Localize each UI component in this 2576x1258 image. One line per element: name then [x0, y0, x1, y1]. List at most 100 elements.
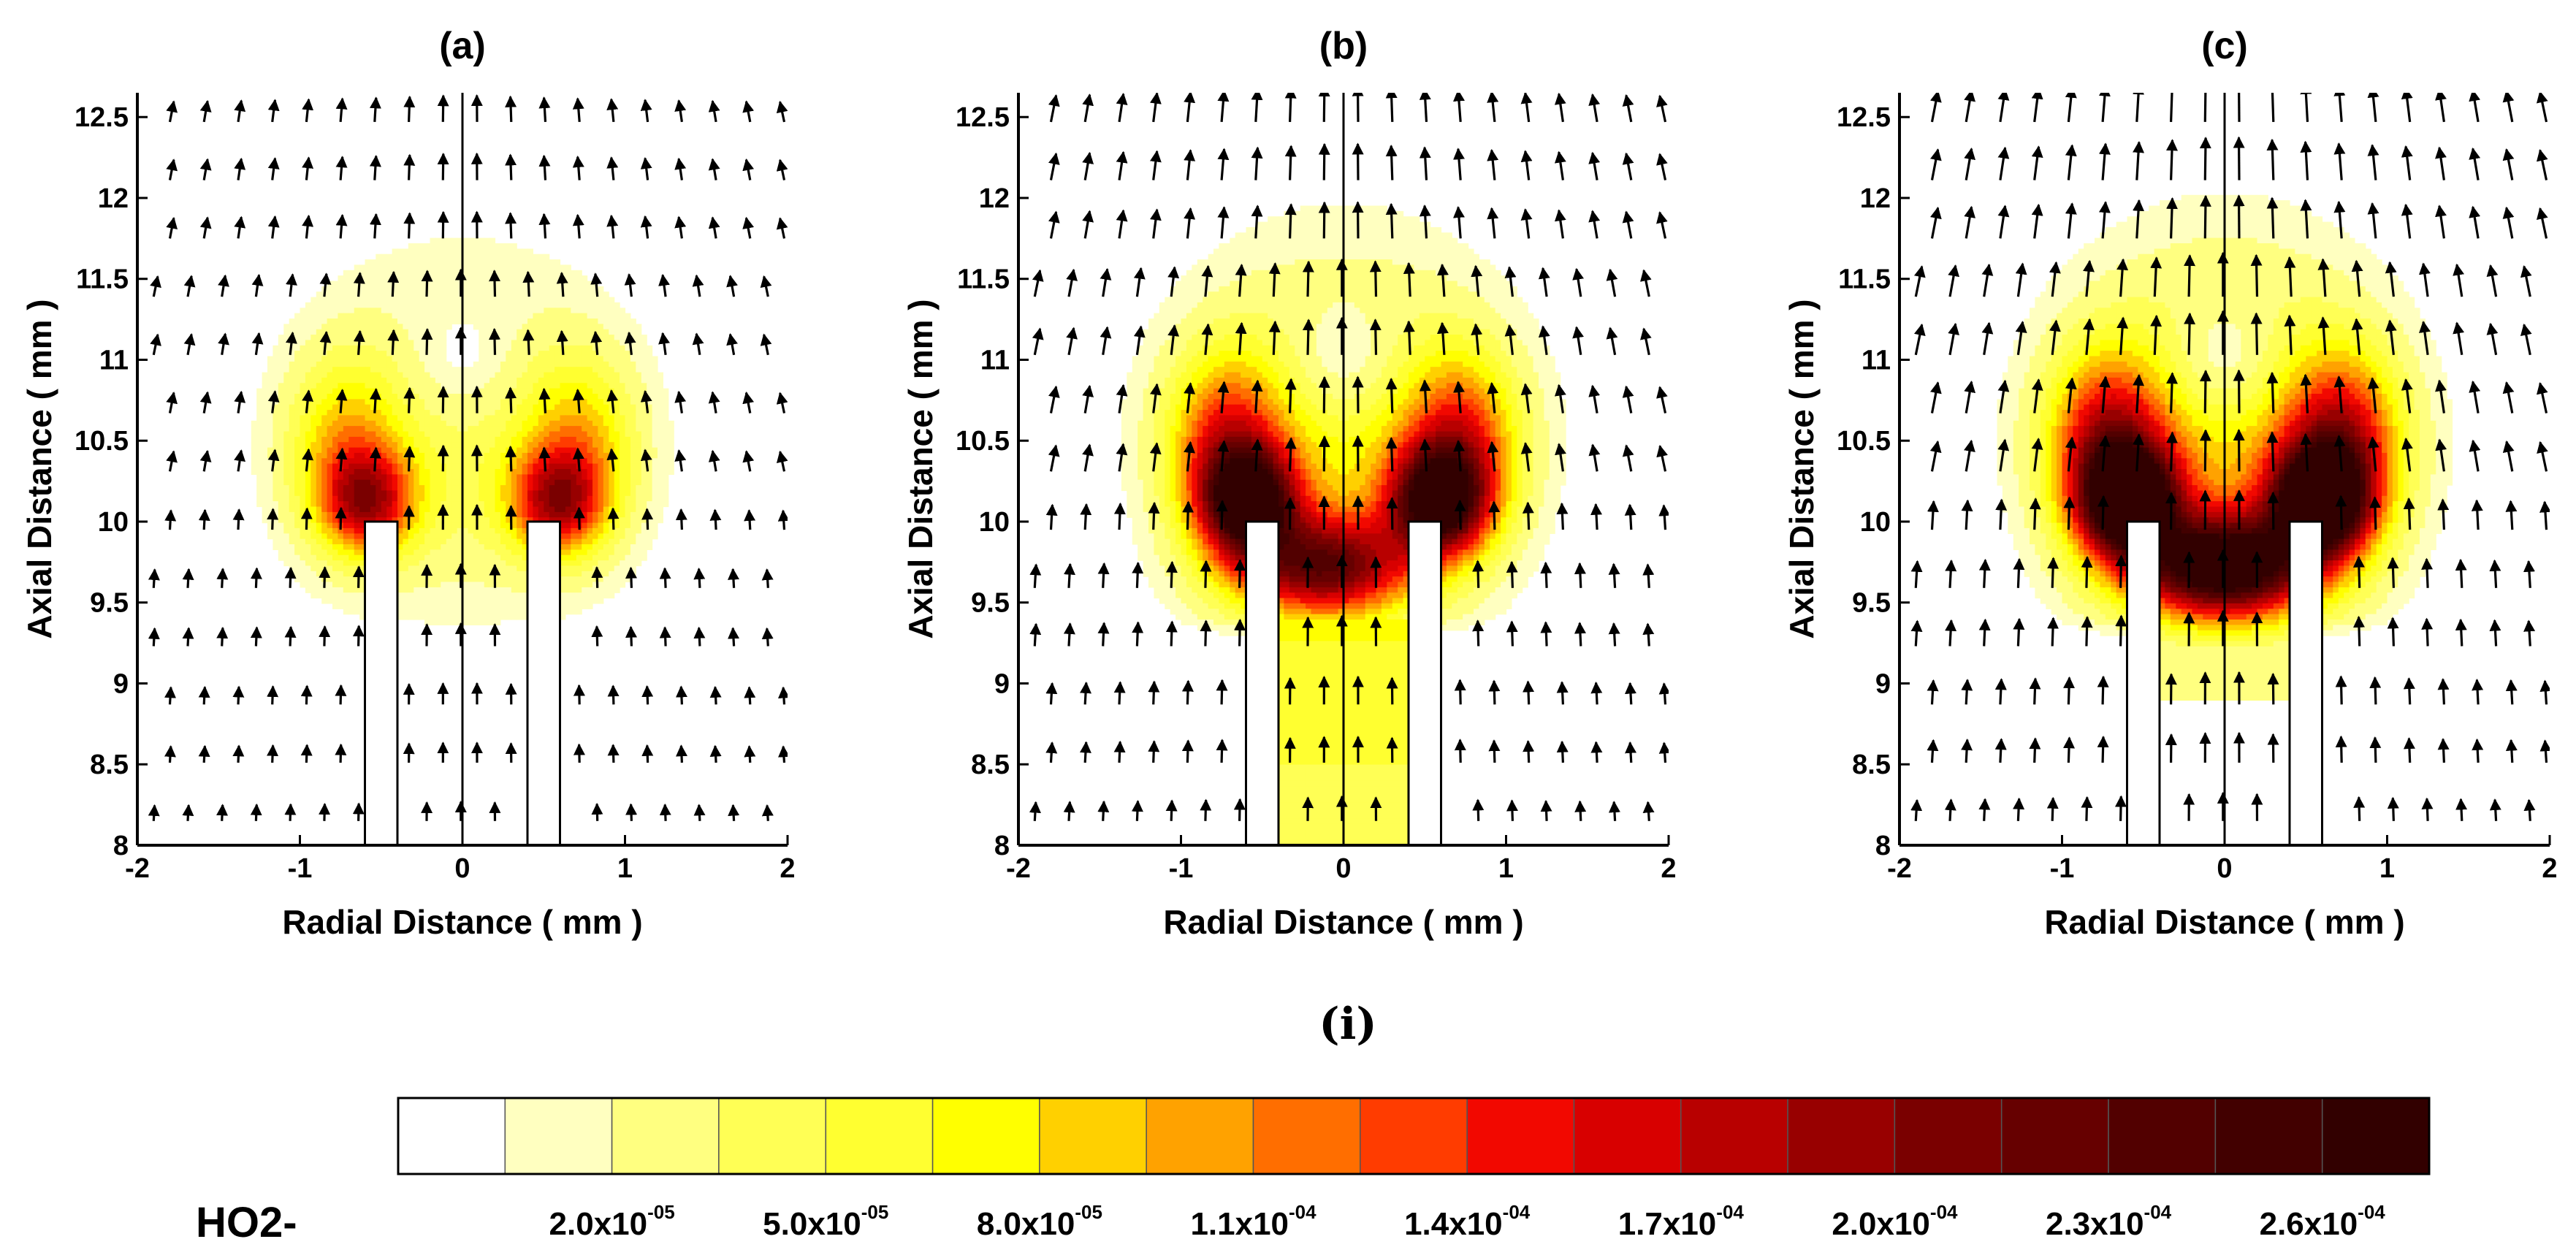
- heatmap-cell: [511, 587, 517, 593]
- heatmap-cell: [479, 297, 484, 303]
- heatmap-cell: [283, 539, 289, 545]
- heatmap-cell: [446, 270, 452, 276]
- heatmap-cell: [273, 421, 278, 427]
- heatmap-cell: [506, 259, 511, 265]
- heatmap-cell: [316, 319, 322, 324]
- heatmap-cell: [283, 357, 289, 362]
- heatmap-cell: [451, 598, 457, 604]
- heatmap-cell: [533, 480, 538, 486]
- heatmap-cell: [327, 432, 333, 438]
- heatmap-cell: [343, 432, 349, 438]
- heatmap-cell: [544, 264, 549, 270]
- heatmap-cell: [316, 351, 322, 357]
- heatmap-cell: [511, 357, 517, 362]
- velocity-arrow: [324, 568, 325, 588]
- heatmap-cell: [376, 501, 381, 507]
- heatmap-cell: [506, 614, 511, 620]
- heatmap-cell: [565, 335, 571, 340]
- heatmap-cell: [446, 308, 452, 313]
- heatmap-cell: [348, 485, 354, 491]
- electrode-right: [527, 522, 560, 845]
- heatmap-cell: [310, 399, 316, 405]
- heatmap-cell: [468, 453, 473, 459]
- heatmap-cell: [592, 485, 598, 491]
- heatmap-cell: [614, 496, 620, 502]
- heatmap-cell: [587, 512, 593, 518]
- heatmap-cell: [338, 442, 343, 448]
- heatmap-cell: [381, 432, 387, 438]
- heatmap-cell: [403, 399, 408, 405]
- heatmap-cell: [609, 302, 614, 308]
- heatmap-cell: [446, 539, 452, 545]
- heatmap-cell: [289, 373, 295, 378]
- heatmap-cell: [414, 453, 419, 459]
- heatmap-cell: [262, 421, 268, 427]
- heatmap-cell: [609, 340, 614, 346]
- heatmap-cell: [343, 442, 349, 448]
- heatmap-cell: [321, 485, 327, 491]
- heatmap-cell: [414, 415, 419, 421]
- heatmap-cell: [294, 549, 300, 555]
- heatmap-cell: [592, 598, 598, 604]
- heatmap-cell: [305, 587, 311, 593]
- heatmap-cell: [343, 383, 349, 389]
- heatmap-cell: [549, 367, 555, 373]
- heatmap-cell: [473, 587, 479, 593]
- heatmap-cell: [343, 576, 349, 582]
- heatmap-cell: [262, 399, 268, 405]
- heatmap-cell: [294, 335, 300, 340]
- heatmap-cell: [479, 264, 484, 270]
- heatmap-cell: [283, 512, 289, 518]
- heatmap-cell: [517, 313, 522, 319]
- heatmap-cell: [500, 533, 506, 539]
- heatmap-cell: [489, 437, 495, 443]
- heatmap-cell: [419, 362, 425, 367]
- heatmap-cell: [473, 238, 479, 244]
- heatmap-cell: [354, 383, 360, 389]
- heatmap-cell: [419, 533, 425, 539]
- heatmap-cell: [630, 378, 636, 384]
- heatmap-cell: [636, 490, 641, 496]
- heatmap-cell: [327, 426, 333, 432]
- heatmap-cell: [571, 496, 576, 502]
- heatmap-cell: [446, 523, 452, 529]
- velocity-arrow: [749, 511, 750, 530]
- heatmap-cell: [500, 485, 506, 491]
- heatmap-cell: [489, 405, 495, 411]
- heatmap-cell: [614, 405, 620, 411]
- heatmap-cell: [289, 415, 295, 421]
- heatmap-cell: [430, 544, 436, 550]
- heatmap-cell: [489, 544, 495, 550]
- heatmap-cell: [489, 533, 495, 539]
- heatmap-cell: [424, 426, 430, 432]
- velocity-arrow: [238, 159, 241, 180]
- heatmap-cell: [517, 270, 522, 276]
- heatmap-cell: [338, 313, 343, 319]
- heatmap-cell: [316, 340, 322, 346]
- heatmap-cell: [620, 453, 625, 459]
- heatmap-cell: [262, 426, 268, 432]
- heatmap-cell: [506, 598, 511, 604]
- heatmap-cell: [641, 539, 647, 545]
- heatmap-cell: [343, 480, 349, 486]
- heatmap-cell: [517, 464, 522, 470]
- heatmap-cell: [473, 319, 479, 324]
- heatmap-cell: [511, 426, 517, 432]
- heatmap-cell: [511, 614, 517, 620]
- velocity-arrow: [715, 510, 716, 530]
- heatmap-cell: [424, 399, 430, 405]
- heatmap-cell: [365, 373, 371, 378]
- heatmap-cell: [614, 517, 620, 523]
- heatmap-cell: [446, 238, 452, 244]
- velocity-arrow: [631, 804, 632, 821]
- heatmap-cell: [408, 357, 414, 362]
- heatmap-cell: [278, 448, 284, 454]
- heatmap-cell: [267, 426, 273, 432]
- heatmap-cell: [332, 587, 338, 593]
- heatmap-cell: [359, 351, 365, 357]
- heatmap-cell: [587, 389, 593, 394]
- heatmap-cell: [273, 533, 278, 539]
- heatmap-cell: [538, 421, 544, 427]
- heatmap-cell: [587, 565, 593, 571]
- heatmap-cell: [321, 512, 327, 518]
